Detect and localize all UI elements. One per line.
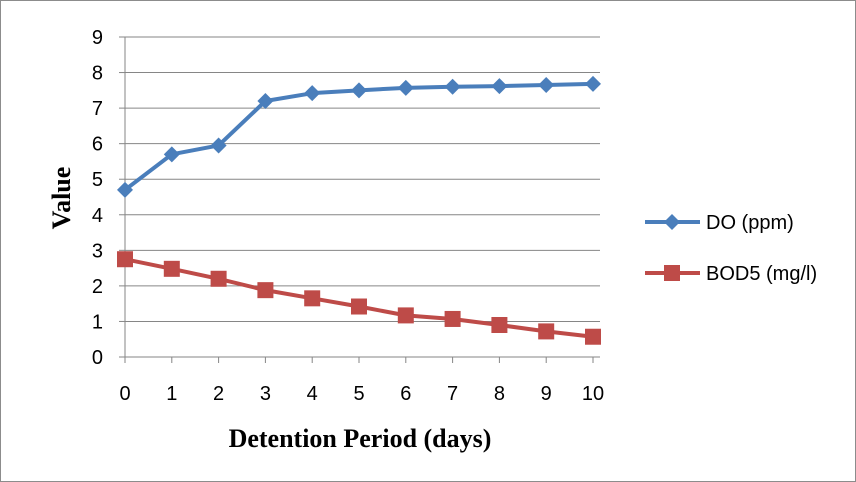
legend-label-do: DO (ppm) — [706, 212, 794, 234]
data-point-do — [351, 82, 367, 99]
data-point-bod5 — [304, 290, 321, 307]
x-tick-label: 1 — [166, 383, 177, 405]
x-tick-label: 10 — [582, 383, 604, 405]
y-tick-label: 4 — [92, 205, 103, 227]
grid-lines — [125, 36, 600, 322]
y-tick-label: 9 — [92, 27, 103, 49]
x-tick-label: 4 — [307, 383, 318, 405]
data-point-do — [117, 181, 133, 198]
x-axis-title: Detention Period (days) — [229, 424, 492, 453]
x-tick-label: 8 — [494, 383, 505, 405]
data-point-bod5 — [397, 307, 414, 324]
legend-label-bod5: BOD5 (mg/l) — [706, 263, 817, 285]
x-tick-label: 7 — [447, 383, 458, 405]
data-point-bod5 — [585, 328, 601, 345]
data-point-do — [538, 77, 555, 93]
data-point-do — [210, 137, 227, 154]
legend-item-do: DO (ppm) — [645, 212, 794, 234]
data-point-bod5 — [117, 251, 133, 268]
series-do — [117, 75, 601, 198]
x-tick-label: 9 — [541, 383, 552, 405]
x-tick-label: 0 — [119, 383, 130, 405]
data-point-bod5 — [491, 317, 508, 333]
legend-marker-do — [664, 214, 680, 230]
data-point-bod5 — [163, 260, 180, 277]
x-tick-label: 5 — [353, 383, 364, 405]
legend: DO (ppm) BOD5 (mg/l) — [645, 212, 817, 285]
data-point-do — [491, 78, 508, 95]
legend-item-bod5: BOD5 (mg/l) — [645, 263, 817, 285]
data-point-bod5 — [351, 298, 367, 315]
y-tick-label: 3 — [92, 240, 103, 262]
x-tick-label: 6 — [400, 383, 411, 405]
y-tick-label: 6 — [92, 134, 103, 156]
data-point-do — [444, 78, 461, 95]
data-point-bod5 — [210, 270, 227, 287]
y-tick-label: 2 — [92, 276, 103, 298]
y-tick-labels: 0 1 2 3 4 5 6 7 8 9 — [92, 27, 103, 369]
data-point-bod5 — [538, 323, 555, 340]
x-tick-labels: 0 1 2 3 4 5 6 7 8 9 10 — [119, 383, 604, 405]
series-line-do — [123, 81, 594, 192]
y-tick-label: 0 — [92, 347, 103, 369]
x-tick-label: 2 — [213, 383, 224, 405]
data-point-bod5 — [257, 282, 274, 299]
y-tick-label: 1 — [92, 311, 103, 333]
y-tick-label: 8 — [92, 63, 103, 85]
y-tick-label: 5 — [92, 169, 103, 191]
data-point-do — [585, 75, 601, 92]
data-point-do — [397, 79, 414, 96]
y-tick-label: 7 — [92, 98, 103, 120]
data-point-do — [304, 85, 321, 102]
data-point-do — [163, 146, 180, 163]
series-group — [117, 75, 601, 345]
x-tick-label: 3 — [260, 383, 271, 405]
series-line-bod5 — [124, 257, 594, 339]
y-axis-title: Value — [47, 167, 76, 230]
legend-marker-bod5 — [664, 265, 680, 281]
data-point-bod5 — [444, 310, 461, 327]
data-point-do — [257, 93, 274, 109]
series-bod5 — [117, 251, 601, 345]
